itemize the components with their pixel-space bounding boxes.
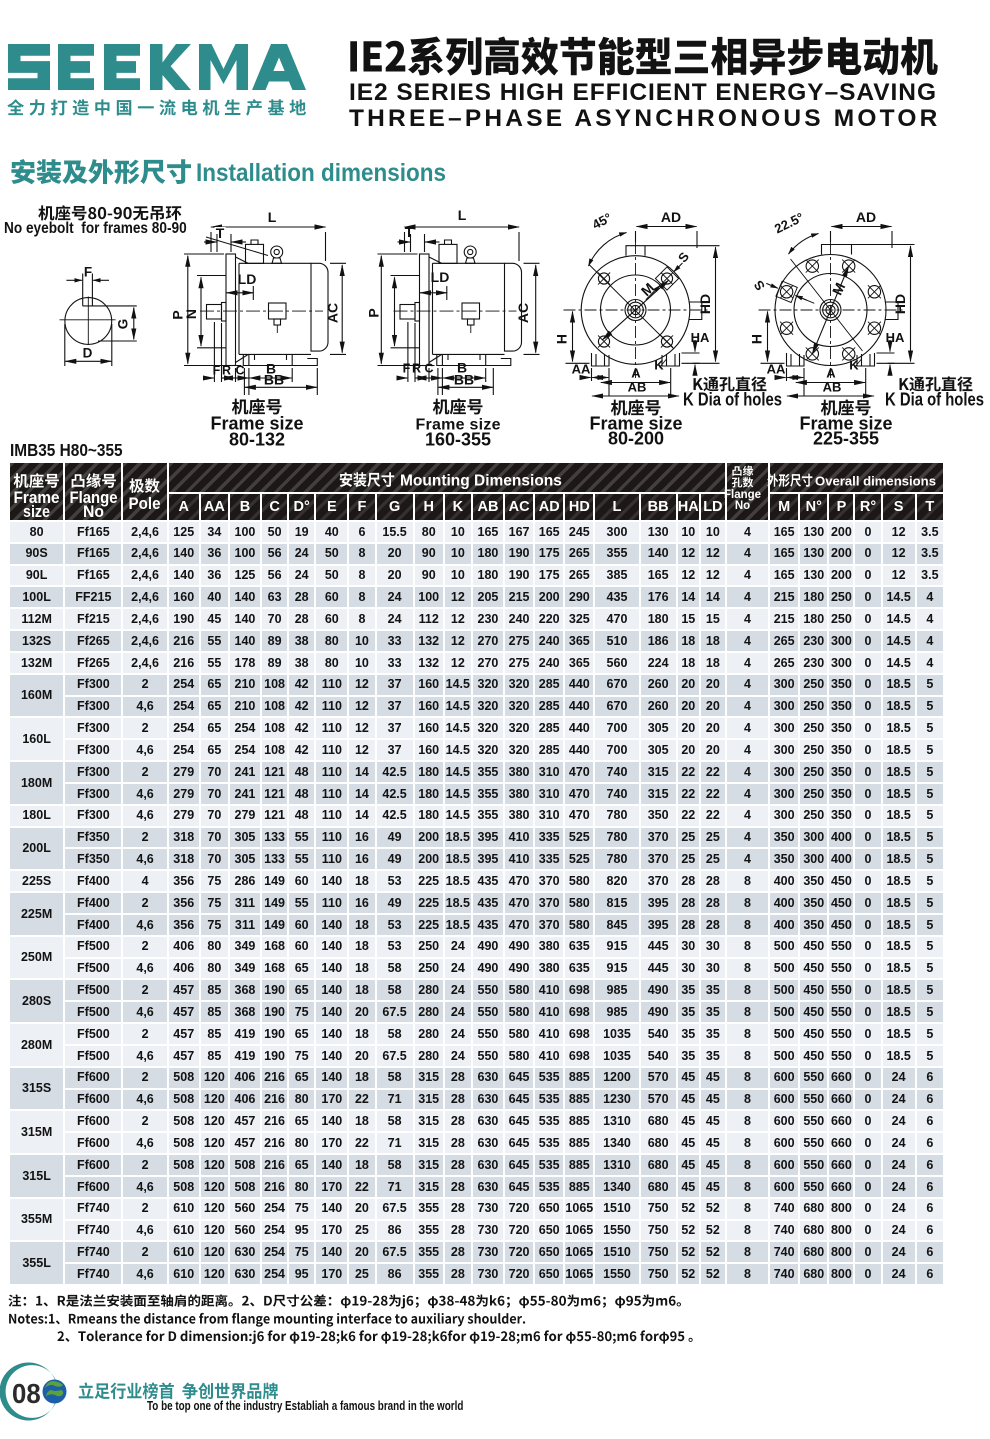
svg-text:T: T: [216, 225, 225, 241]
svg-text:AA: AA: [572, 362, 591, 377]
svg-text:R: R: [222, 364, 231, 378]
svg-text:F: F: [213, 364, 221, 378]
svg-text:AC: AC: [325, 303, 341, 323]
svg-text:80-200: 80-200: [608, 429, 664, 449]
svg-text:F: F: [403, 362, 411, 376]
svg-text:Pole: Pole: [129, 494, 161, 513]
svg-text:P: P: [366, 308, 382, 317]
svg-text:160-355: 160-355: [425, 430, 491, 450]
svg-text:N: N: [183, 309, 199, 319]
svg-text:K Dia of holes: K Dia of holes: [885, 390, 984, 410]
svg-text:R: R: [412, 362, 421, 376]
svg-text:HD: HD: [697, 294, 713, 314]
svg-text:B: B: [457, 360, 467, 376]
svg-text:A: A: [631, 366, 641, 381]
svg-text:L: L: [458, 207, 467, 223]
svg-text:H: H: [554, 334, 570, 344]
svg-text:K: K: [654, 358, 664, 373]
svg-text:LD: LD: [431, 269, 450, 285]
svg-text:Frame size: Frame size: [416, 417, 501, 434]
svg-text:Overall dimensions: Overall dimensions: [815, 474, 936, 489]
svg-text:H: H: [749, 334, 765, 344]
svg-text:AA: AA: [767, 362, 786, 377]
svg-text:K: K: [849, 358, 859, 373]
svg-text:AC: AC: [515, 303, 531, 323]
svg-text:HA: HA: [886, 330, 905, 345]
svg-text:HA: HA: [691, 330, 710, 345]
svg-text:A: A: [826, 366, 836, 381]
svg-text:BB: BB: [264, 372, 284, 388]
svg-text:Frame size: Frame size: [210, 414, 303, 434]
svg-text:C: C: [235, 364, 244, 378]
svg-text:L: L: [268, 209, 277, 225]
svg-text:AD: AD: [661, 209, 681, 225]
svg-text:size: size: [23, 502, 50, 521]
svg-text:Frame size: Frame size: [799, 414, 892, 434]
svg-text:T: T: [405, 224, 414, 240]
svg-text:D: D: [83, 346, 93, 361]
svg-text:AB: AB: [823, 380, 842, 395]
svg-text:No: No: [83, 502, 104, 521]
svg-text:225-355: 225-355: [813, 429, 879, 449]
svg-text:G: G: [116, 319, 131, 330]
svg-text:AB: AB: [628, 380, 647, 395]
svg-text:Frame: Frame: [14, 488, 60, 507]
svg-text:BB: BB: [454, 372, 474, 388]
svg-text:Flange: Flange: [724, 489, 761, 501]
svg-text:Mounting Dimensions: Mounting Dimensions: [400, 473, 562, 490]
svg-text:F: F: [84, 265, 92, 280]
svg-text:Flange: Flange: [70, 488, 118, 507]
svg-text:80-132: 80-132: [229, 430, 285, 450]
svg-text:B: B: [266, 361, 276, 377]
svg-text:P: P: [170, 310, 186, 319]
svg-text:HD: HD: [892, 294, 908, 314]
svg-text:C: C: [424, 362, 433, 376]
svg-text:No: No: [735, 500, 750, 512]
svg-text:Frame size: Frame size: [589, 414, 682, 434]
svg-text:LD: LD: [238, 271, 257, 287]
svg-text:K Dia of holes: K Dia of holes: [683, 390, 782, 410]
svg-text:AD: AD: [856, 209, 876, 225]
